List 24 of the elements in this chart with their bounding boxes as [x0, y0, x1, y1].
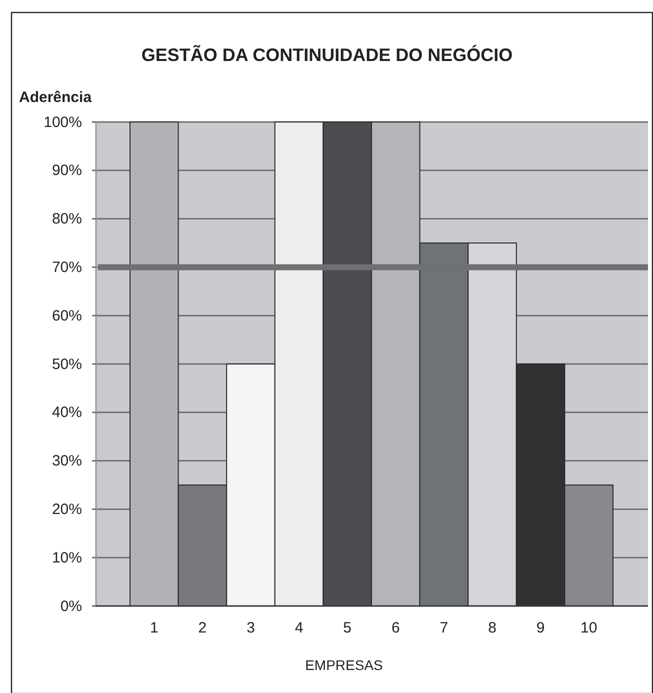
x-axis-title: EMPRESAS [305, 657, 383, 673]
x-tick-label: 3 [246, 620, 255, 637]
x-tick-label: 4 [294, 620, 304, 637]
x-tick-label: 1 [150, 620, 158, 637]
y-tick-label: 40% [52, 404, 82, 422]
y-tick-label: 70% [52, 259, 82, 276]
y-tick-label: 100% [44, 114, 82, 131]
chart-title: GESTÃO DA CONTINUIDADE DO NEGÓCIO [141, 44, 513, 65]
y-tick-label: 80% [52, 210, 82, 228]
x-tick-label: 6 [391, 620, 400, 637]
y-tick-label: 50% [52, 356, 82, 373]
y-tick-label: 20% [52, 501, 82, 518]
x-tick-label: 7 [440, 620, 448, 637]
x-tick-label: 9 [536, 620, 545, 637]
y-tick-label: 60% [52, 307, 82, 324]
x-tick-label: 10 [580, 620, 598, 637]
y-tick-label: 10% [52, 549, 82, 566]
x-tick-label: 8 [488, 620, 496, 637]
y-tick-label: 90% [52, 162, 82, 180]
y-tick-label: 0% [60, 598, 82, 615]
y-axis-title: Aderência [19, 89, 92, 106]
x-tick-label: 5 [343, 620, 352, 637]
y-tick-label: 30% [52, 452, 82, 470]
x-tick-label: 2 [198, 620, 207, 637]
